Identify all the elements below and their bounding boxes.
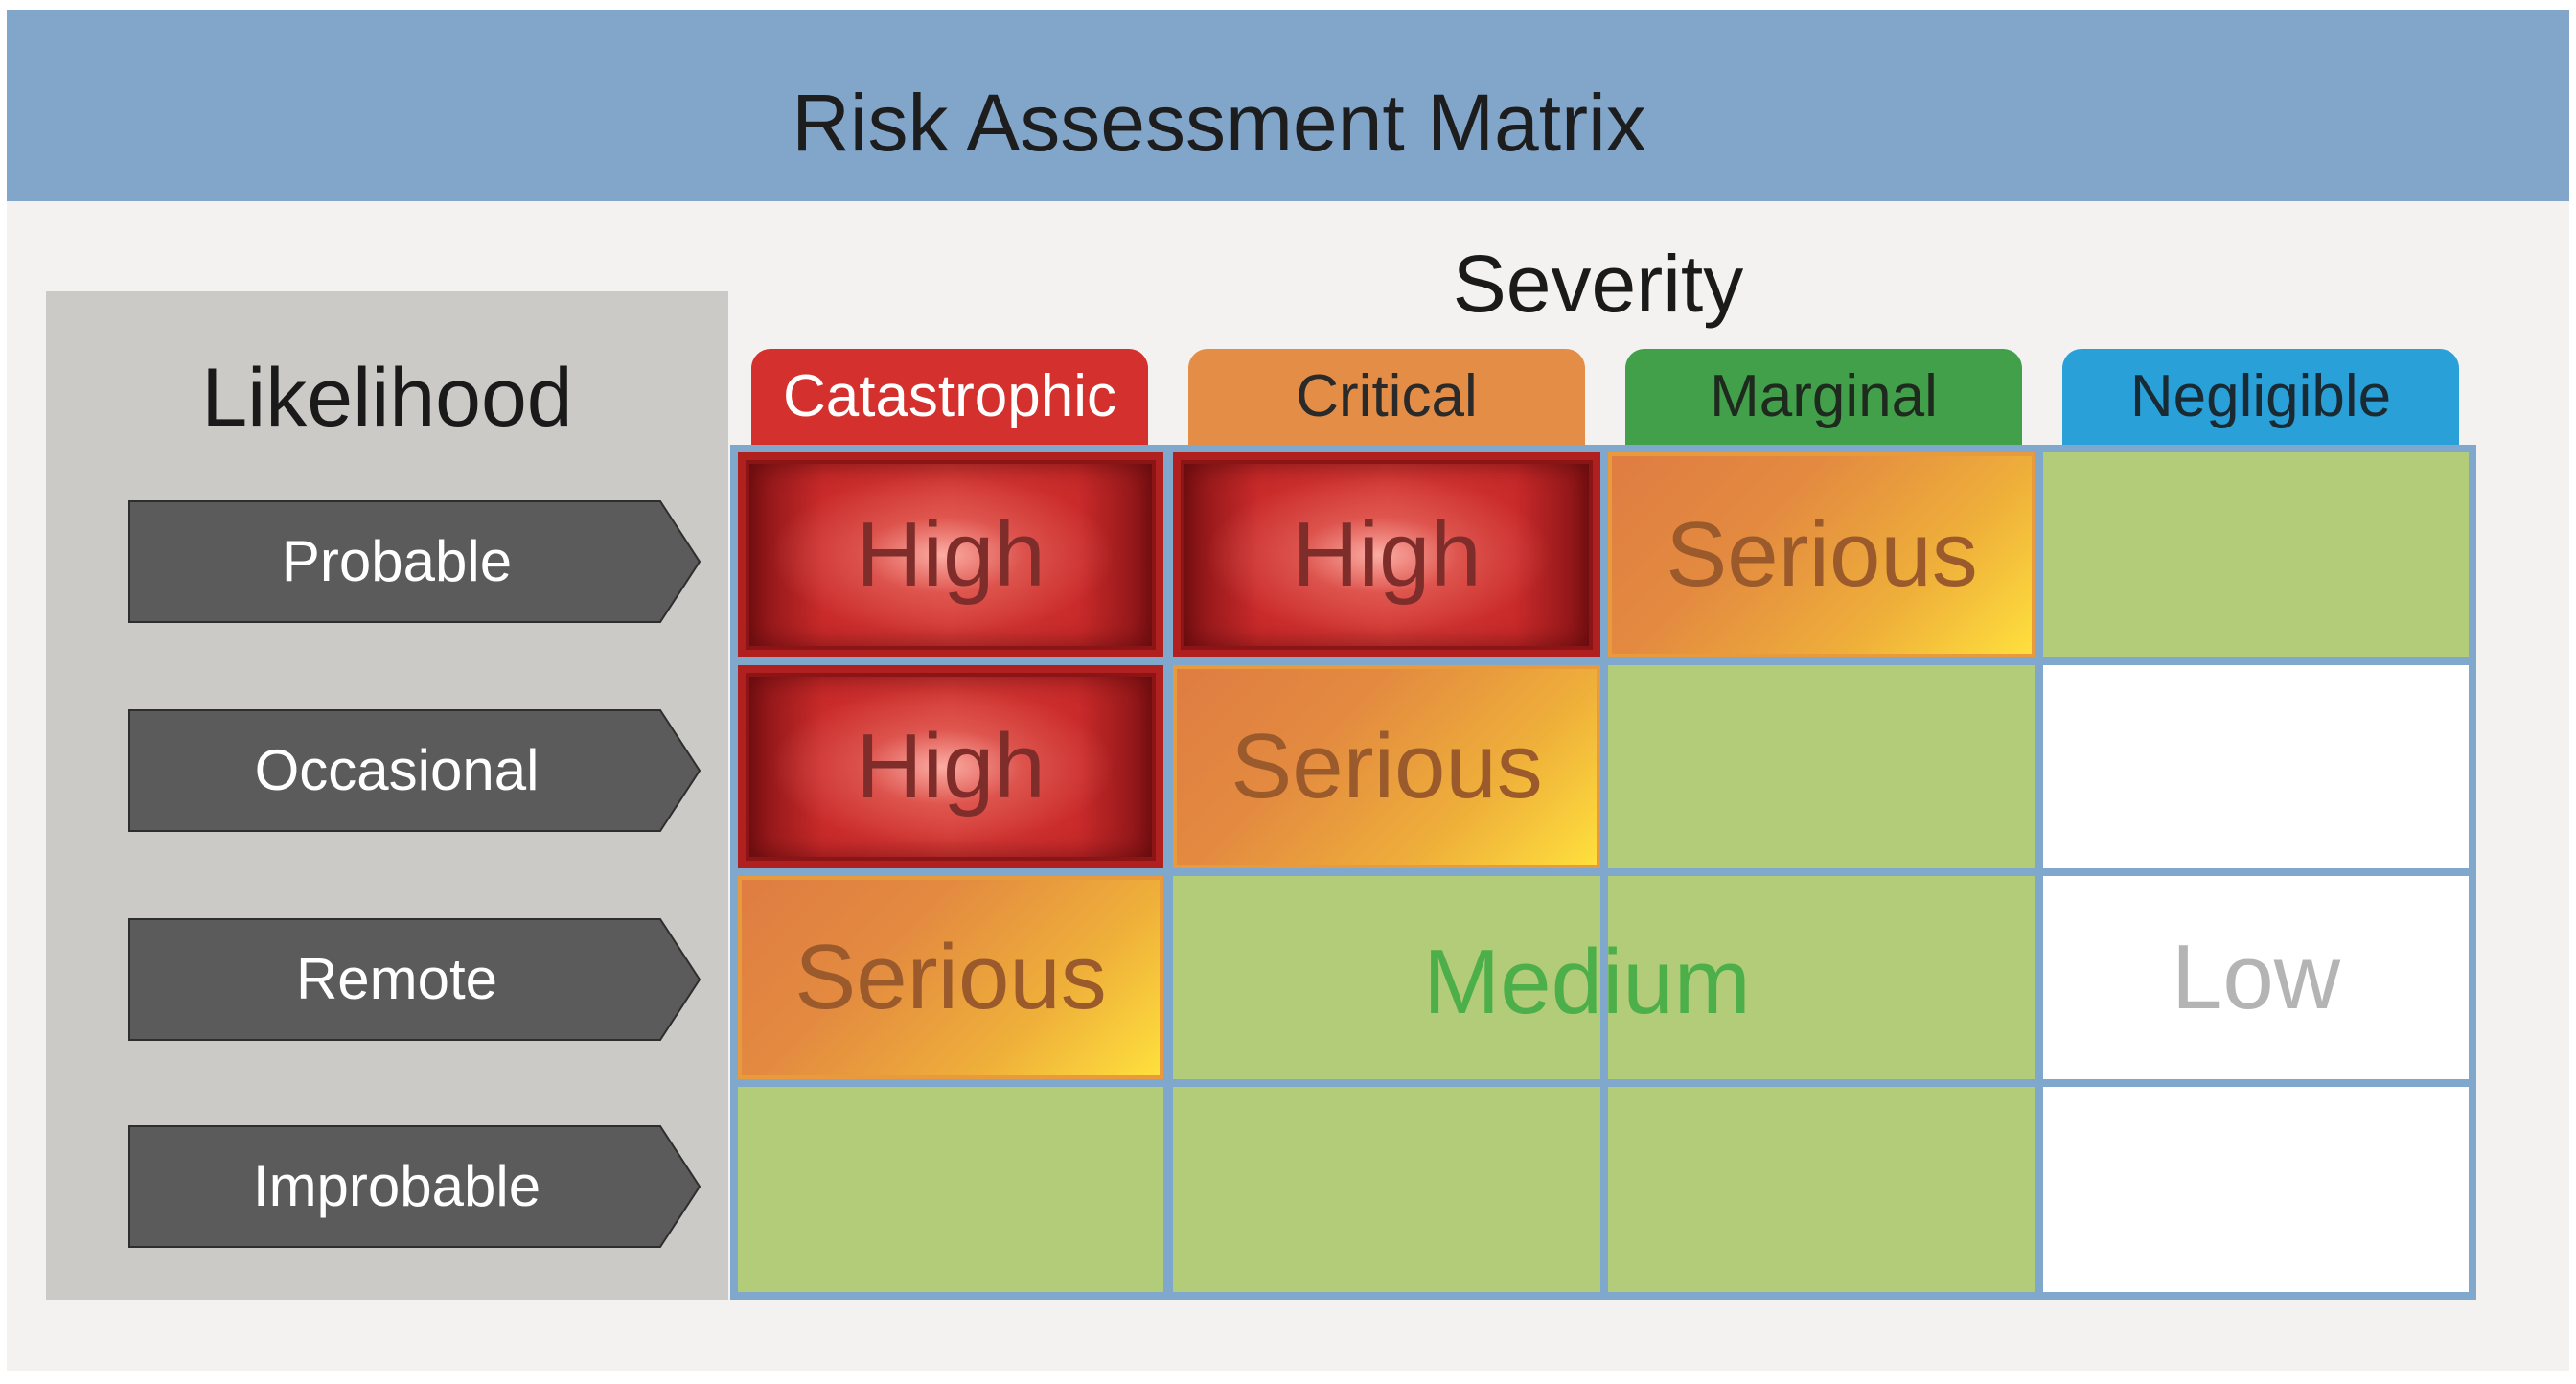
cell-occasional-critical: Serious: [1173, 665, 1600, 868]
likelihood-remote: Remote: [128, 918, 702, 1041]
cell-improbable-catastrophic: [738, 1087, 1163, 1292]
cell-occasional-catastrophic: High: [738, 665, 1163, 868]
cell-label: Serious: [1666, 503, 1978, 606]
cell-occasional-negligible: [2043, 665, 2469, 868]
severity-tab-marginal: Marginal: [1625, 349, 2022, 445]
severity-tab-critical: Critical: [1188, 349, 1585, 445]
likelihood-label-occasional: Occasional: [254, 738, 540, 802]
cell-probable-critical: High: [1173, 452, 1600, 657]
cell-probable-catastrophic: High: [738, 452, 1163, 657]
risk-matrix-grid: High High Serious High Serious Serious Low: [730, 445, 2476, 1300]
diagram-title: Risk Assessment Matrix: [792, 78, 1646, 168]
severity-axis-label: Severity: [1452, 239, 1744, 329]
cell-probable-marginal: Serious: [1608, 452, 2036, 657]
cell-remote-marginal: [1608, 876, 2036, 1079]
likelihood-axis-label: Likelihood: [201, 352, 573, 444]
likelihood-label-improbable: Improbable: [252, 1154, 541, 1218]
medium-region-label: Medium: [1423, 931, 1751, 1033]
cell-label: High: [856, 503, 1046, 606]
cell-remote-negligible: Low: [2043, 876, 2469, 1079]
cell-improbable-critical: [1173, 1087, 1600, 1292]
likelihood-label-probable: Probable: [281, 529, 513, 593]
cell-remote-catastrophic: Serious: [738, 876, 1163, 1079]
severity-tab-negligible: Negligible: [2062, 349, 2459, 445]
likelihood-label-remote: Remote: [295, 947, 498, 1011]
likelihood-probable: Probable: [128, 500, 702, 623]
cell-label: Low: [2171, 926, 2341, 1028]
cell-probable-negligible: [2043, 452, 2469, 657]
cell-label: High: [1292, 503, 1482, 606]
likelihood-occasional: Occasional: [128, 709, 702, 832]
cell-occasional-marginal: [1608, 665, 2036, 868]
severity-tab-catastrophic: Catastrophic: [751, 349, 1148, 445]
cell-remote-critical: [1173, 876, 1600, 1079]
cell-label: Serious: [794, 926, 1107, 1028]
cell-label: High: [856, 715, 1046, 818]
cell-label: Serious: [1230, 715, 1543, 818]
title-bar: Risk Assessment Matrix: [7, 10, 2569, 201]
cell-improbable-marginal: [1608, 1087, 2036, 1292]
likelihood-improbable: Improbable: [128, 1125, 702, 1248]
cell-improbable-negligible: [2043, 1087, 2469, 1292]
